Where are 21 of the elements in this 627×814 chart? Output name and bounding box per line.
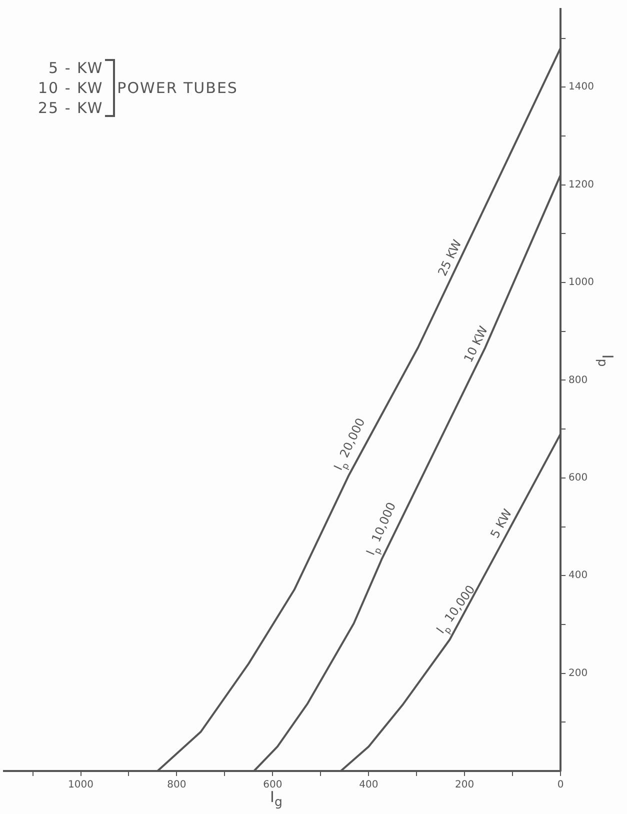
annotation: 10 - KW [38,78,104,98]
text: 10 KW [461,324,491,365]
y-tick-label: 1400 [568,82,594,93]
x-tick-label: 400 [359,780,378,791]
x-tick-label: 1000 [68,780,94,791]
y-tick-label: 200 [568,668,588,679]
x-tick-label: 600 [263,780,282,791]
y-tick-label: 400 [568,570,588,582]
x-tick-label: 0 [557,780,564,791]
annotation: 5 - KW [48,58,104,78]
x-axis-title: I$_{g}$ [270,788,282,809]
text: 5 KW [488,506,515,540]
annotation: POWER TUBES [117,79,238,97]
y-tick-label: 1200 [568,179,594,190]
text: 25 KW [435,237,464,278]
annotation: 25 - KW [38,98,104,118]
y-tick-label: 1000 [568,277,594,288]
x-tick-label: 200 [455,780,474,791]
x-tick-label: 800 [167,780,186,791]
y-tick-label: 800 [568,374,588,386]
y-tick-label: 600 [568,472,588,484]
